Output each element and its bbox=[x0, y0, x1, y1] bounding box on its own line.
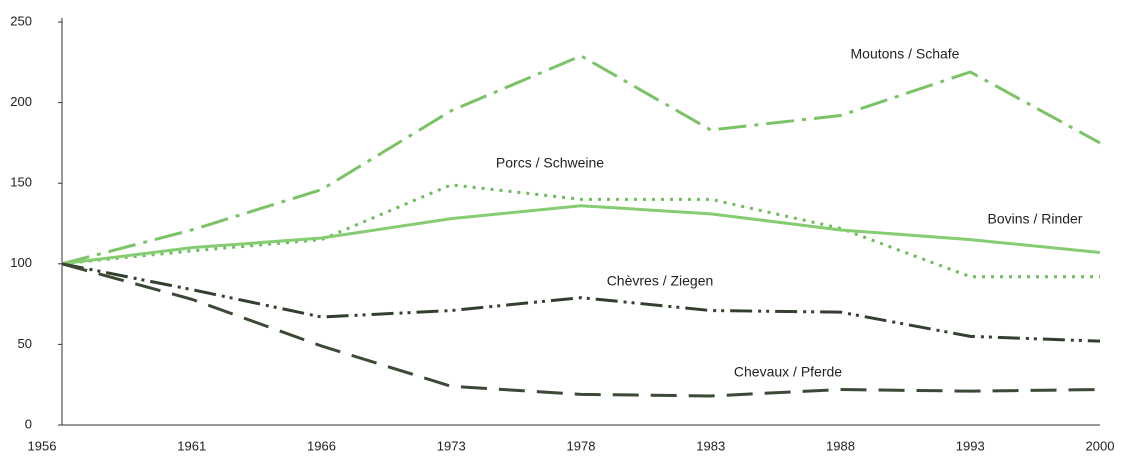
y-tick-label: 100 bbox=[10, 255, 32, 270]
x-tick-label: 1956 bbox=[28, 438, 57, 453]
y-tick-label: 0 bbox=[25, 416, 32, 431]
series-label: Moutons / Schafe bbox=[851, 46, 960, 62]
x-tick-label: 1961 bbox=[177, 438, 206, 453]
x-tick-label: 1983 bbox=[696, 438, 725, 453]
y-tick-label: 200 bbox=[10, 94, 32, 109]
series-line bbox=[61, 183, 1100, 279]
x-tick-label: 1978 bbox=[567, 438, 596, 453]
series-label: Bovins / Rinder bbox=[988, 211, 1083, 227]
x-tick-label: 1966 bbox=[307, 438, 336, 453]
series-label: Chevaux / Pferde bbox=[734, 364, 842, 380]
series-line bbox=[61, 262, 1101, 343]
series-line bbox=[61, 54, 1101, 266]
y-tick-label: 50 bbox=[18, 336, 32, 351]
x-tick-label: 1993 bbox=[956, 438, 985, 453]
series-label: Porcs / Schweine bbox=[496, 155, 604, 171]
series-label: Chèvres / Ziegen bbox=[607, 273, 714, 289]
series-line bbox=[61, 204, 1101, 266]
x-tick-label: 2000 bbox=[1086, 438, 1115, 453]
x-tick-label: 1988 bbox=[826, 438, 855, 453]
series-line bbox=[61, 262, 1101, 398]
y-tick-label: 250 bbox=[10, 13, 32, 28]
y-tick-label: 150 bbox=[10, 175, 32, 190]
x-tick-label: 1973 bbox=[437, 438, 466, 453]
